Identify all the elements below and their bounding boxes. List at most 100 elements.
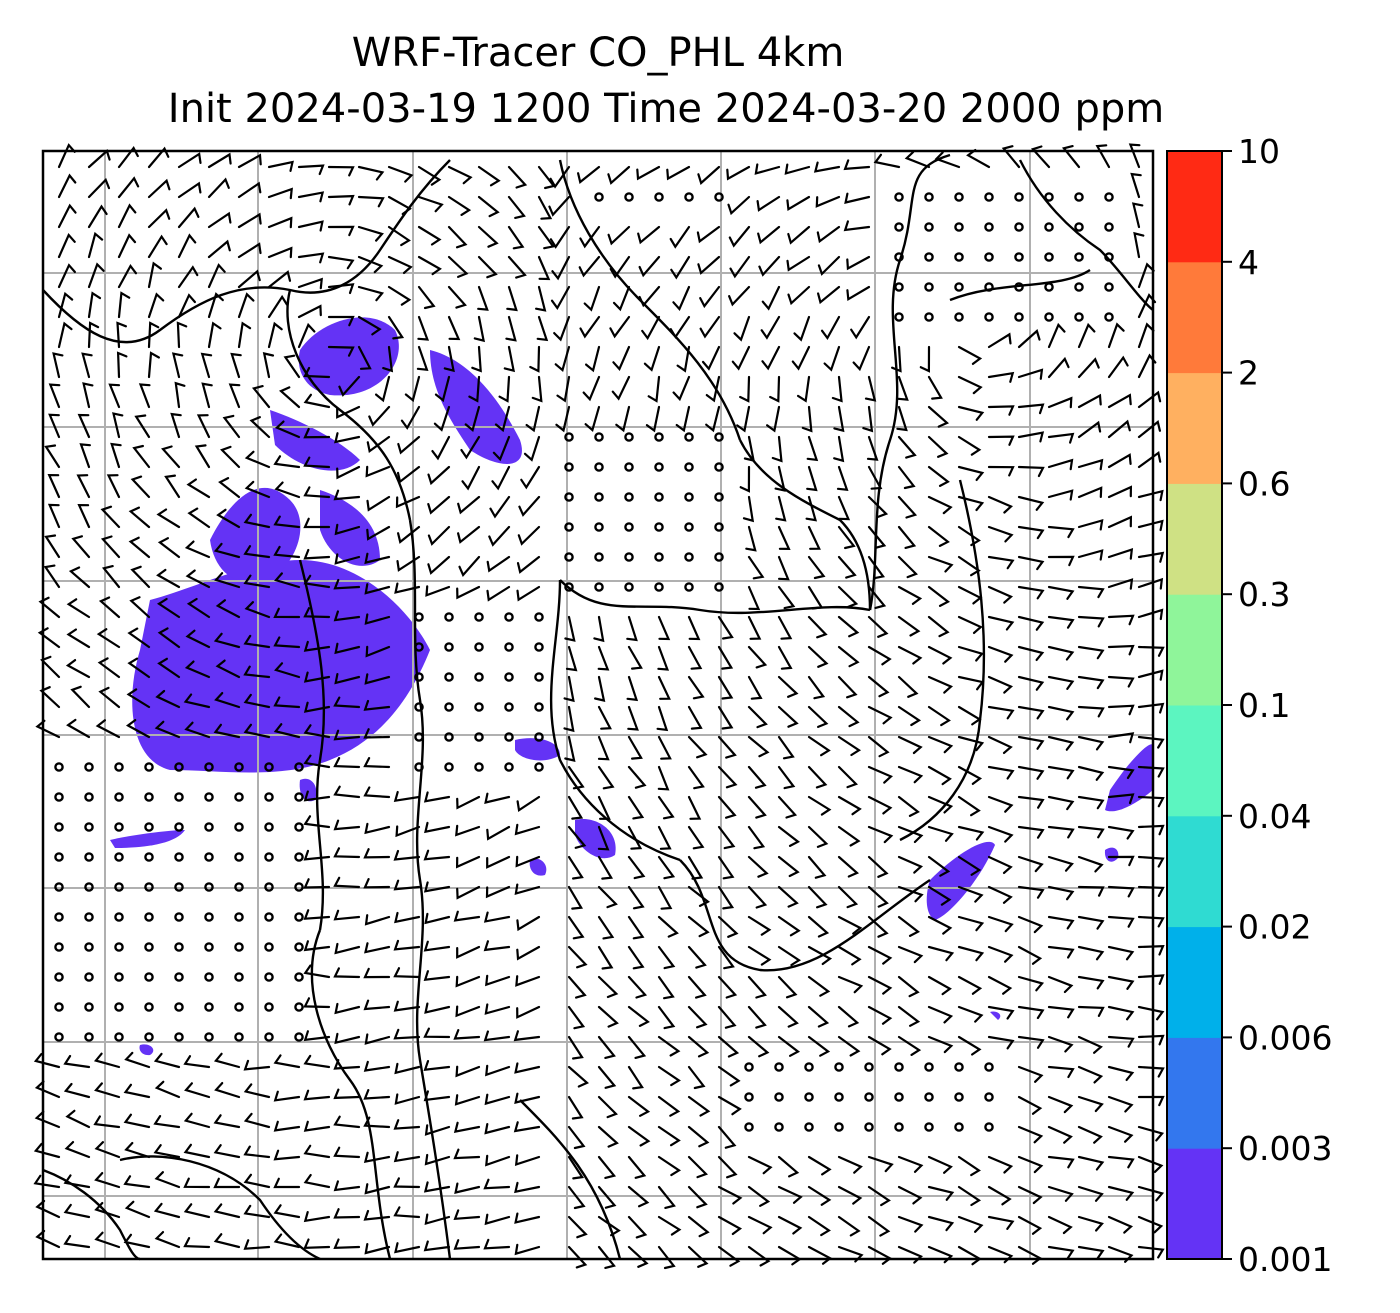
wind-barb — [486, 855, 511, 869]
wind-barb — [297, 164, 325, 176]
calm-wind-circle — [954, 1092, 964, 1102]
wind-barb — [1107, 885, 1135, 898]
wind-barb — [934, 151, 961, 169]
wind-barb — [455, 1005, 481, 1018]
tracer-plume-area — [132, 560, 430, 773]
wind-barb — [506, 285, 518, 312]
calm-wind-circle — [684, 432, 694, 442]
wind-barb — [537, 195, 553, 220]
calm-wind-circle — [294, 912, 304, 922]
calm-wind-circle — [954, 252, 964, 262]
calm-wind-circle — [144, 762, 154, 772]
wind-barb — [597, 1215, 621, 1237]
calm-wind-circle — [234, 1002, 244, 1012]
wind-barb — [116, 321, 127, 349]
wind-barb — [1017, 465, 1045, 478]
wind-barb — [927, 645, 953, 665]
wind-barb — [363, 967, 391, 979]
wind-barb — [1017, 368, 1044, 380]
wind-barb — [267, 294, 288, 319]
wind-barb — [1047, 458, 1074, 471]
calm-wind-circle — [174, 882, 184, 892]
wind-barb — [867, 945, 893, 965]
wind-barb — [110, 442, 122, 469]
wind-barb — [63, 1234, 91, 1249]
calm-wind-circle — [54, 972, 64, 982]
wind-barb — [797, 375, 811, 403]
wind-barb — [627, 1185, 650, 1208]
wind-barb — [1047, 396, 1073, 409]
wind-barb — [957, 855, 982, 876]
wind-barb — [837, 1185, 863, 1205]
wind-barb — [1137, 451, 1162, 469]
wind-barb — [87, 231, 104, 259]
wind-barb — [207, 152, 232, 169]
wind-barb — [394, 1242, 421, 1254]
tracer-plume-area — [515, 738, 560, 761]
wind-barb — [333, 610, 361, 622]
map-panel — [33, 143, 1165, 1270]
wind-barb — [867, 1185, 891, 1207]
wind-barb — [833, 405, 845, 433]
wind-barb — [1077, 945, 1105, 961]
wind-barb — [563, 675, 575, 703]
calm-wind-circle — [834, 1092, 844, 1102]
wind-barb — [489, 495, 511, 519]
wind-barb — [333, 1238, 361, 1249]
wind-barb — [393, 1206, 421, 1219]
wind-barb — [147, 351, 160, 379]
wind-barb — [363, 757, 391, 769]
wind-barb — [567, 1125, 586, 1150]
wind-barb — [837, 945, 862, 966]
wind-barb — [567, 1035, 584, 1060]
wind-barb — [126, 688, 151, 709]
wind-barb — [423, 1060, 451, 1071]
calm-wind-circle — [474, 702, 484, 712]
wind-barb — [483, 1178, 511, 1190]
wind-barb — [987, 795, 1014, 813]
wind-barb — [455, 824, 481, 837]
calm-wind-circle — [714, 462, 724, 472]
calm-wind-circle — [984, 312, 994, 322]
wind-barb — [687, 705, 703, 730]
calm-wind-circle — [264, 852, 274, 862]
wind-barb — [303, 548, 331, 560]
wind-barb — [431, 435, 451, 461]
wind-barb — [66, 718, 91, 739]
wind-barb — [777, 825, 801, 847]
wind-barb — [213, 1177, 241, 1189]
calm-wind-circle — [624, 192, 634, 202]
wind-barb — [394, 1093, 421, 1105]
wind-barb — [897, 375, 909, 401]
calm-wind-circle — [624, 582, 634, 592]
wind-barb — [554, 345, 571, 373]
wind-barb — [597, 1095, 618, 1119]
calm-wind-circle — [174, 1032, 184, 1042]
wind-barb — [423, 791, 451, 803]
wind-barb — [338, 375, 361, 397]
wind-barb — [1137, 669, 1164, 681]
coastline — [310, 929, 392, 1260]
wind-barb — [456, 795, 481, 810]
wind-barb — [957, 675, 985, 691]
calm-wind-circle — [924, 1062, 934, 1072]
wind-barb — [117, 263, 137, 289]
wind-barb — [927, 825, 954, 842]
wind-barb — [609, 315, 631, 339]
wind-barb — [1017, 525, 1045, 540]
wind-barb — [1137, 765, 1165, 778]
wind-barb — [867, 885, 889, 908]
calm-wind-circle — [174, 762, 184, 772]
wind-barb — [867, 615, 889, 638]
wind-barb — [757, 225, 781, 245]
wind-barb — [1137, 795, 1165, 808]
wind-barb — [183, 1143, 211, 1159]
wind-barb — [244, 480, 271, 499]
wind-barb — [647, 375, 661, 403]
wind-barb — [1077, 1005, 1105, 1017]
wind-barb — [1047, 525, 1075, 539]
tracer-concentration-layer — [110, 317, 1153, 1056]
wind-barb — [1077, 1155, 1105, 1171]
wind-barb — [486, 825, 511, 841]
wind-barb — [627, 1005, 650, 1027]
